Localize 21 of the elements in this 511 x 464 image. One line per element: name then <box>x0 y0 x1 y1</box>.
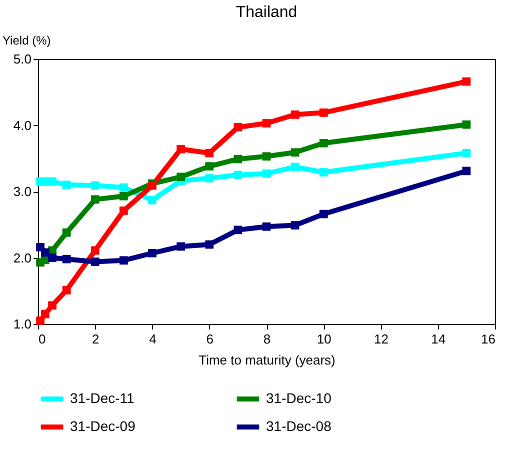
legend-label: 31-Dec-08 <box>266 418 332 434</box>
chart-title: Thailand <box>236 4 298 21</box>
legend-label: 31-Dec-10 <box>266 390 332 406</box>
y-tick-label: 1.0 <box>13 316 32 332</box>
x-tick-label: 2 <box>92 332 100 346</box>
y-tick-label: 5.0 <box>13 52 32 66</box>
x-axis-title: Time to maturity (years) <box>198 352 336 368</box>
x-tick-label: 8 <box>263 332 271 346</box>
x-tick-label: 16 <box>481 332 496 346</box>
legend-label: 31-Dec-11 <box>70 390 135 406</box>
x-tick-label: 4 <box>149 332 156 346</box>
y-axis-title: Yield (%) <box>2 34 51 48</box>
y-tick-label: 3.0 <box>13 184 32 199</box>
x-tick-label: 10 <box>316 332 332 346</box>
legend-label: 31-Dec-09 <box>70 418 136 434</box>
x-tick-label: 12 <box>374 332 388 346</box>
x-tick-label: 14 <box>431 332 446 346</box>
y-tick-label: 2.0 <box>13 250 32 266</box>
y-tick-label: 4.0 <box>13 118 32 133</box>
x-tick-label: 6 <box>206 332 214 346</box>
x-tick-label: 0 <box>38 332 46 346</box>
